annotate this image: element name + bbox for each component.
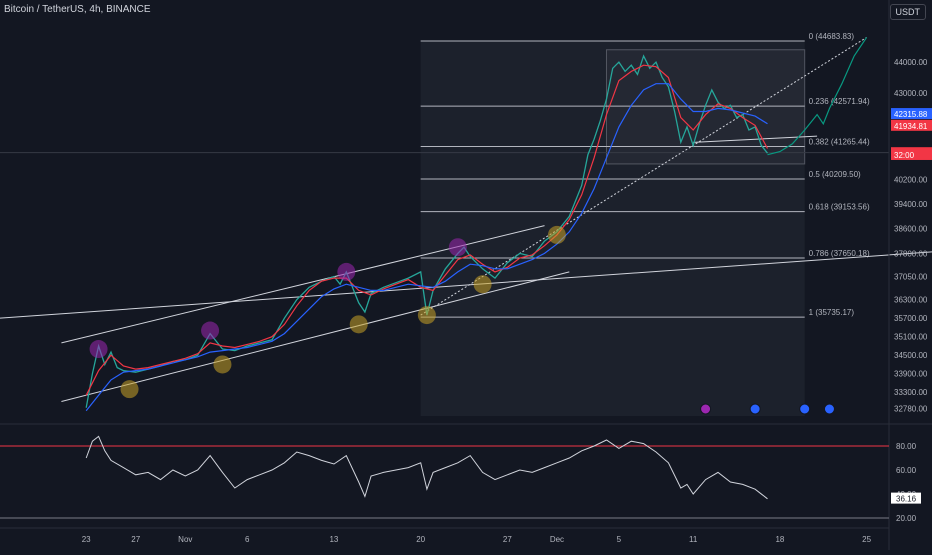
support-line — [693, 135, 818, 143]
price-series-4 — [767, 37, 868, 156]
price-tag-label: 32:00 — [894, 151, 915, 160]
time-tick-label: 27 — [503, 535, 512, 544]
time-tick-label: 5 — [617, 535, 622, 544]
highlight-circle — [349, 315, 368, 334]
event-icon[interactable] — [799, 403, 811, 415]
price-tag — [891, 119, 932, 131]
rsi-current-tag — [891, 492, 921, 504]
price-series-3 — [85, 83, 768, 412]
highlight-circle — [417, 306, 436, 325]
price-tick-label: 43000.00 — [894, 89, 928, 98]
fib-label: 0.786 (37650.18) — [809, 249, 870, 258]
price-tick-label: 40200.00 — [894, 175, 928, 184]
price-tick-label: 38600.00 — [894, 225, 928, 234]
rsi-current-label: 36.16 — [896, 495, 917, 504]
price-tag — [891, 108, 932, 120]
fib-label: 0 (44683.83) — [809, 32, 855, 41]
time-tick-label: 20 — [416, 535, 425, 544]
price-tick-label: 33900.00 — [894, 370, 928, 379]
price-tag-label: 42315.88 — [894, 110, 928, 119]
rsi-tick-label: 60.00 — [896, 466, 917, 475]
price-tag-label: 41934.81 — [894, 122, 928, 131]
event-icon[interactable] — [749, 403, 761, 415]
price-tick-label: 36300.00 — [894, 296, 928, 305]
time-tick-label: 6 — [245, 535, 250, 544]
price-tick-label: 44000.00 — [894, 58, 928, 67]
symbol-title: Bitcoin / TetherUS, 4h, BINANCE — [4, 4, 151, 15]
highlight-circle — [213, 355, 232, 374]
highlight-circle — [473, 275, 492, 294]
highlight-circle — [120, 380, 139, 399]
price-tag — [891, 148, 932, 160]
time-tick-label: 13 — [329, 535, 338, 544]
rsi-tick-label: 20.00 — [896, 514, 917, 523]
highlight-circle — [89, 340, 108, 359]
fib-label: 1 (35735.17) — [809, 308, 855, 317]
price-tick-label: 35100.00 — [894, 333, 928, 342]
time-tick-label: Dec — [550, 535, 564, 544]
price-tick-label: 37800.00 — [894, 249, 928, 258]
price-tick-label: 34500.00 — [894, 351, 928, 360]
fib-label: 0.5 (40209.50) — [809, 170, 861, 179]
fib-label: 0.618 (39153.56) — [809, 203, 870, 212]
time-tick-label: Nov — [178, 535, 192, 544]
fib-label: 0.382 (41265.44) — [809, 137, 870, 146]
time-tick-label: 23 — [82, 535, 91, 544]
rsi-tick-label: 80.00 — [896, 442, 917, 451]
event-icon[interactable] — [823, 403, 835, 415]
fib-label: 0.236 (42571.94) — [809, 97, 870, 106]
trendline-dotted — [420, 37, 867, 316]
rsi-series — [85, 435, 768, 500]
highlight-circle — [547, 225, 566, 244]
event-icon[interactable] — [700, 403, 712, 415]
highlight-circle — [448, 238, 467, 257]
highlight-circle — [201, 321, 220, 340]
price-tick-label: 32780.00 — [894, 404, 928, 413]
time-tick-label: 25 — [862, 535, 871, 544]
time-tick-label: 27 — [131, 535, 140, 544]
currency-badge[interactable]: USDT — [889, 4, 926, 20]
time-tick-label: 18 — [775, 535, 784, 544]
price-tick-label: 35700.00 — [894, 314, 928, 323]
price-tick-label: 37050.00 — [894, 273, 928, 282]
highlight-circle — [337, 262, 356, 281]
price-tick-label: 39400.00 — [894, 200, 928, 209]
time-tick-label: 11 — [689, 535, 698, 544]
price-series-2 — [85, 64, 769, 396]
price-tick-label: 33300.00 — [894, 388, 928, 397]
channel-lower — [61, 271, 570, 402]
trendline-long — [0, 251, 932, 319]
